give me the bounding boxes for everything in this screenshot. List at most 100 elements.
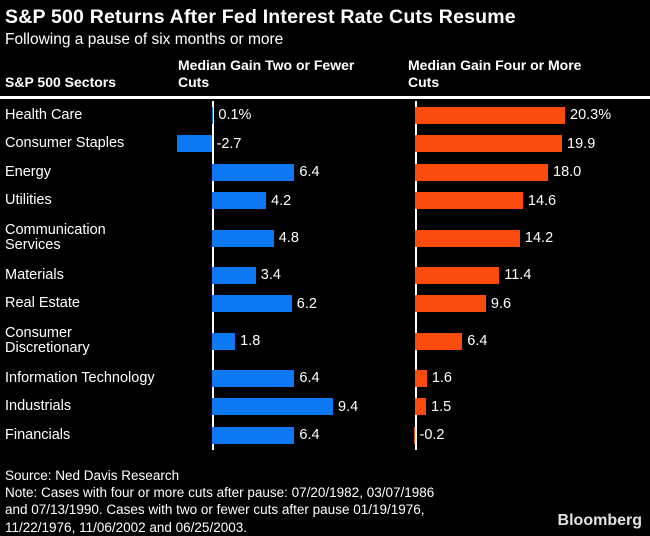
sector-label: Communication Services (5, 221, 106, 253)
orange-bar (413, 426, 415, 444)
table-row: Industrials 9.4 1.5 (0, 392, 650, 421)
blue-bar-value-label: 1.8 (240, 333, 261, 349)
two-or-fewer-cell: 6.4 (172, 158, 402, 187)
orange-bar (415, 192, 523, 210)
sector-label: Industrials (5, 398, 72, 414)
bar-rows: Health Care 0.1% 20.3% Consumer Staples … (0, 101, 650, 450)
orange-bar-value-label: 9.6 (490, 295, 512, 312)
blue-bar (212, 229, 274, 247)
sector-label: Financials (5, 426, 71, 443)
sector-label: Consumer Discretionary (5, 324, 90, 356)
two-or-fewer-cell: 4.8 (172, 215, 402, 261)
page-title: S&P 500 Returns After Fed Interest Rate … (5, 6, 516, 28)
column-header-four-or-more: Median Gain Four or More Cuts (402, 57, 650, 96)
header-rule (0, 96, 650, 99)
column-headers: S&P 500 Sectors Median Gain Two or Fewer… (0, 52, 650, 96)
table-row: Health Care 0.1% 20.3% (0, 101, 650, 130)
blue-bar-value-label: -2.7 (216, 135, 242, 152)
sector-label: Real Estate (5, 295, 80, 311)
sector-label: Health Care (5, 106, 83, 123)
orange-bar-value-label: 1.6 (431, 370, 452, 387)
four-or-more-cell: 11.4 (402, 261, 650, 290)
orange-bar-value-label: 14.6 (527, 192, 557, 209)
four-or-more-cell: -0.2 (402, 421, 650, 450)
two-or-fewer-cell: 0.1% (172, 101, 402, 130)
footer-notes: Source: Ned Davis Research Note: Cases w… (5, 467, 434, 536)
orange-bar-value-label: 18.0 (553, 164, 582, 181)
two-or-fewer-cell: 1.8 (172, 318, 402, 364)
orange-bar (415, 106, 565, 124)
four-or-more-cell: 9.6 (402, 289, 650, 318)
source-note: Source: Ned Davis Research (5, 468, 180, 483)
two-or-fewer-cell: 3.4 (172, 261, 402, 290)
blue-bar (212, 398, 333, 416)
orange-bar-value-label: 14.2 (524, 230, 554, 246)
column-header-two-or-fewer: Median Gain Two or Fewer Cuts (172, 57, 402, 96)
orange-bar-value-label: -0.2 (419, 427, 445, 444)
orange-bar-value-label: 6.4 (467, 333, 488, 349)
table-row: Consumer Staples -2.7 19.9 (0, 129, 650, 158)
four-or-more-cell: 19.9 (402, 129, 650, 158)
blue-bar (212, 426, 295, 444)
orange-bar (415, 135, 563, 153)
blue-bar-value-label: 6.4 (299, 427, 320, 444)
note-line-2: and 07/13/1990. Cases with two or fewer … (5, 502, 425, 518)
two-or-fewer-cell: 6.4 (172, 364, 402, 393)
orange-bar-value-label: 1.5 (431, 398, 452, 415)
sector-label: Energy (5, 163, 51, 180)
blue-bar (212, 192, 267, 210)
blue-bar (212, 163, 295, 181)
column-header-sectors: S&P 500 Sectors (5, 74, 117, 90)
blue-bar (212, 295, 292, 313)
four-or-more-cell: 14.6 (402, 186, 650, 215)
two-or-fewer-cell: 4.2 (172, 186, 402, 215)
blue-bar (177, 135, 212, 153)
four-or-more-cell: 14.2 (402, 215, 650, 261)
sector-label: Materials (5, 266, 64, 283)
orange-baseline-axis (415, 421, 417, 450)
table-row: Materials 3.4 11.4 (0, 261, 650, 290)
blue-bar-value-label: 6.2 (296, 295, 317, 312)
blue-bar-value-label: 9.4 (338, 398, 359, 415)
blue-bar-value-label: 6.4 (299, 164, 320, 181)
blue-bar-value-label: 4.2 (271, 192, 292, 209)
bloomberg-logo: Bloomberg (557, 512, 642, 529)
note-line-3: 11/22/1976, 11/06/2002 and 06/25/2003. (5, 519, 247, 535)
blue-bar-value-label: 3.4 (260, 267, 281, 284)
orange-bar (415, 163, 548, 181)
blue-bar (212, 369, 295, 387)
sector-label: Utilities (5, 192, 52, 208)
page-subtitle: Following a pause of six months or more (5, 31, 284, 48)
column-header-four-or-more-label: Median Gain Four or More Cuts (408, 57, 582, 90)
two-or-fewer-cell: 9.4 (172, 392, 402, 421)
four-or-more-cell: 1.5 (402, 392, 650, 421)
blue-bar-value-label: 4.8 (278, 230, 299, 246)
orange-bar (415, 398, 427, 416)
table-row: Communication Services 4.8 14.2 (0, 215, 650, 261)
orange-bar (415, 295, 486, 313)
blue-bar (212, 106, 214, 124)
sector-label: Information Technology (5, 369, 155, 386)
four-or-more-cell: 20.3% (402, 101, 650, 130)
orange-bar (415, 332, 463, 350)
table-row: Information Technology 6.4 1.6 (0, 364, 650, 393)
orange-bar (415, 369, 427, 387)
four-or-more-cell: 18.0 (402, 158, 650, 187)
two-or-fewer-cell: -2.7 (172, 129, 402, 158)
orange-bar-value-label: 19.9 (567, 135, 596, 152)
sector-label: Consumer Staples (5, 135, 125, 151)
two-or-fewer-cell: 6.2 (172, 289, 402, 318)
blue-baseline-axis (212, 129, 214, 158)
note-line-1: Note: Cases with four or more cuts after… (5, 485, 435, 501)
orange-bar (415, 229, 520, 247)
four-or-more-cell: 6.4 (402, 318, 650, 364)
four-or-more-cell: 1.6 (402, 364, 650, 393)
blue-bar (212, 266, 256, 284)
blue-bar-value-label: 0.1% (218, 107, 252, 124)
orange-bar-value-label: 11.4 (504, 267, 532, 284)
orange-bar (415, 266, 500, 284)
table-row: Consumer Discretionary 1.8 6.4 (0, 318, 650, 364)
table-row: Energy 6.4 18.0 (0, 158, 650, 187)
blue-bar (212, 332, 236, 350)
column-header-two-or-fewer-label: Median Gain Two or Fewer Cuts (178, 57, 355, 90)
